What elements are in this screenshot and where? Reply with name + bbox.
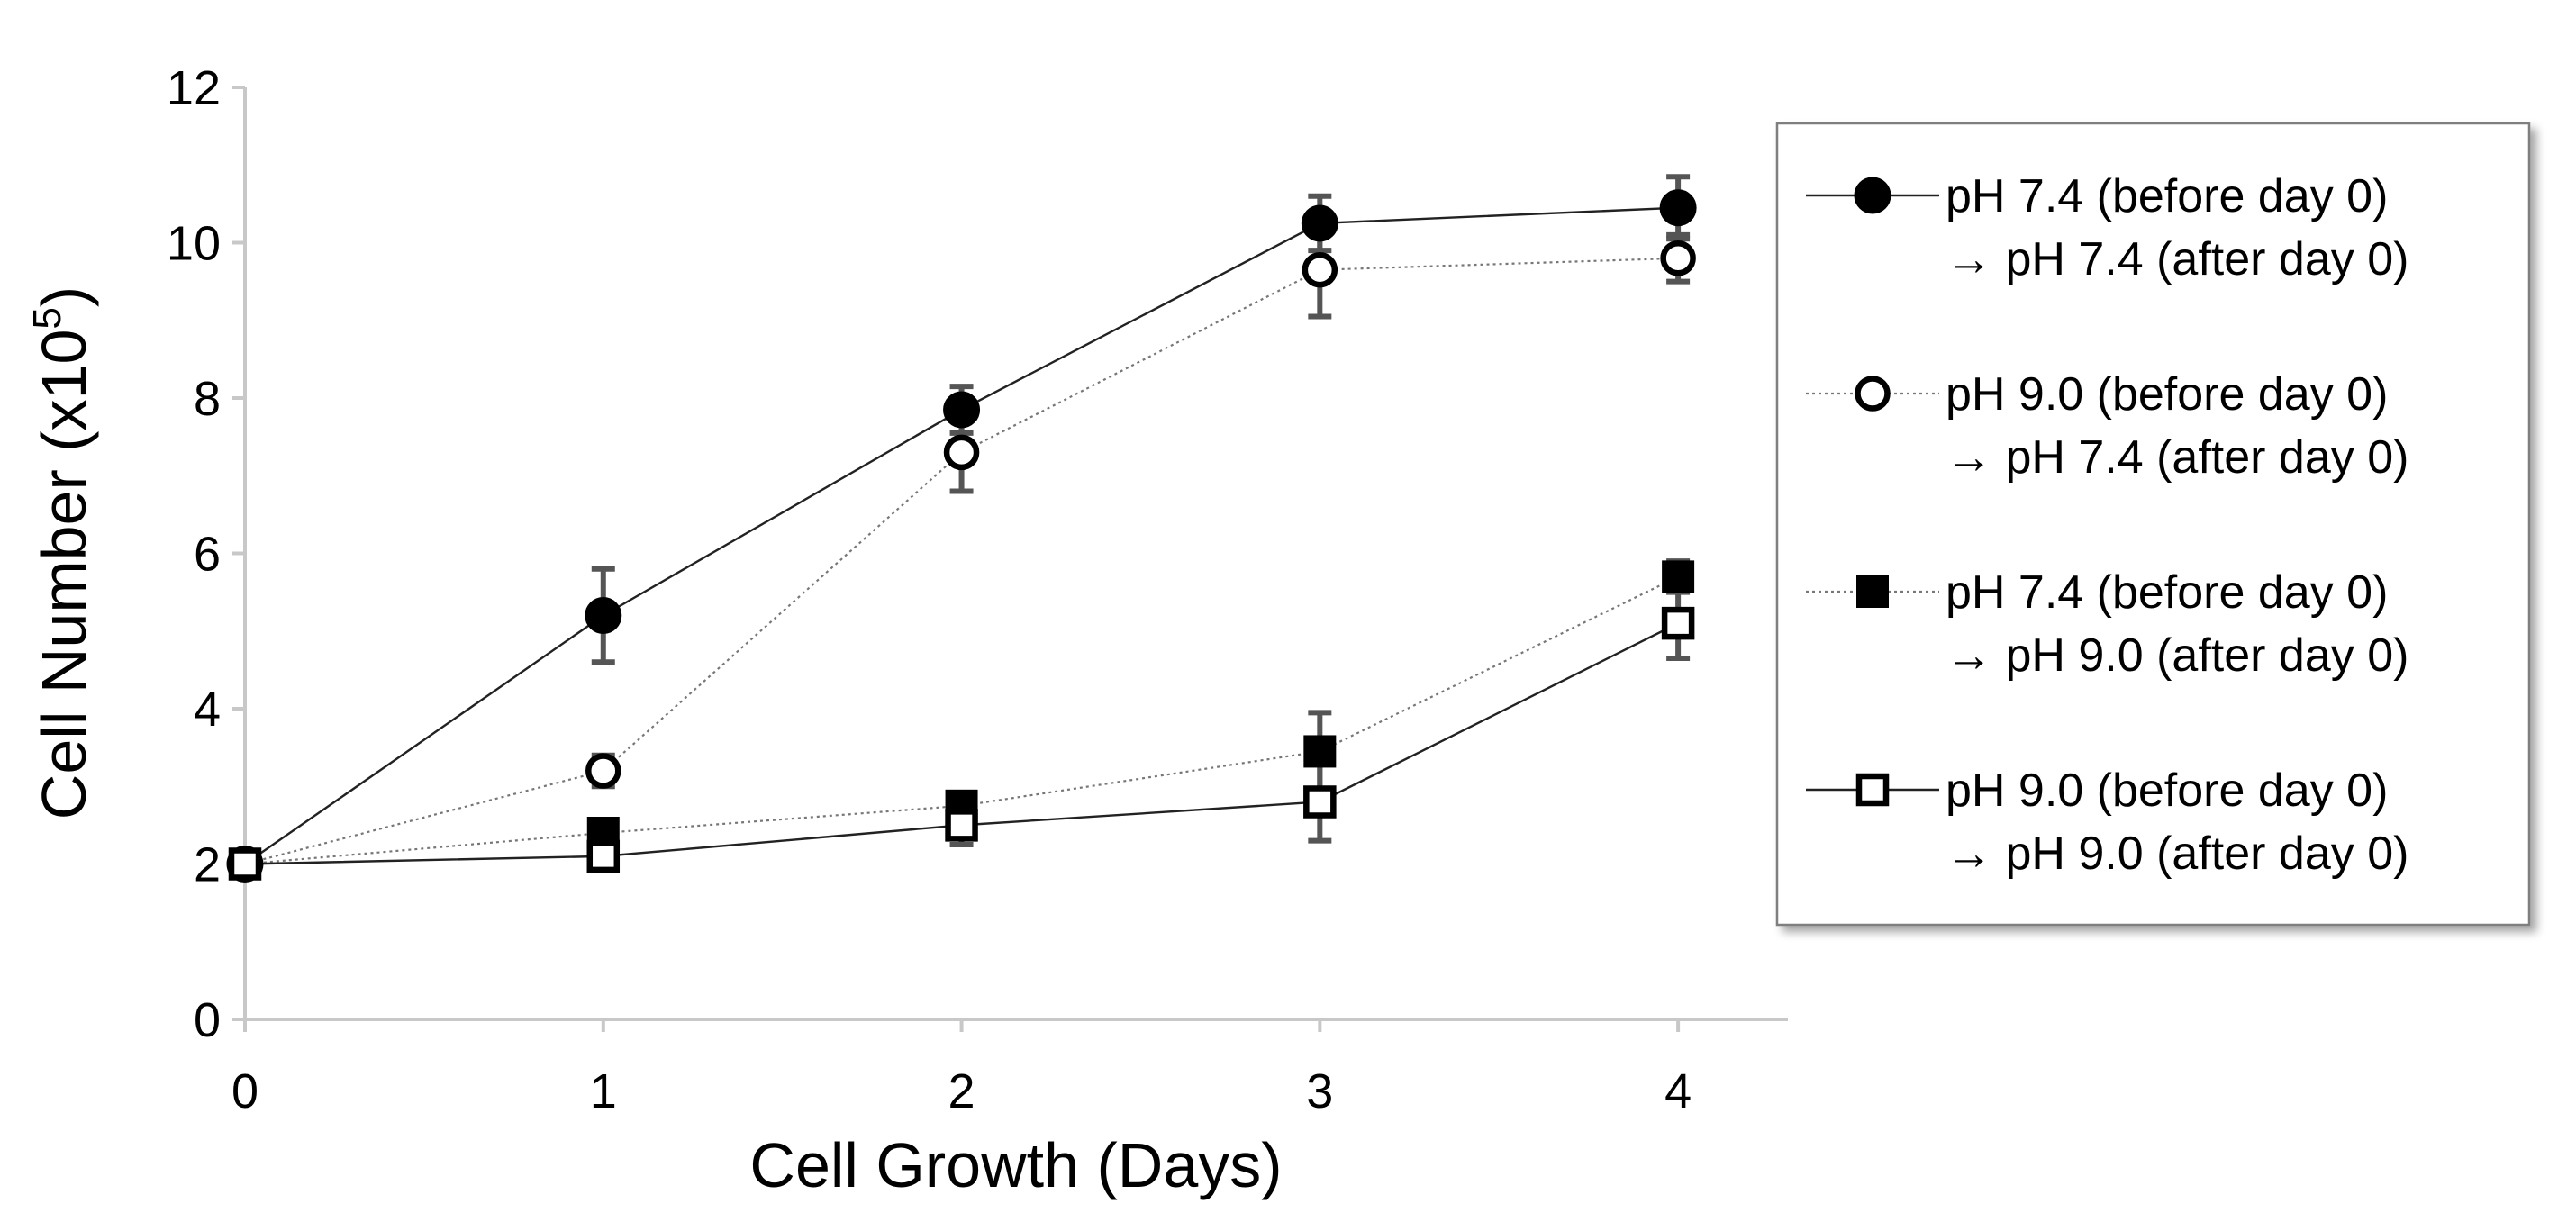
series-ph90-ph90-point <box>228 847 262 881</box>
series-markers <box>226 189 1697 883</box>
legend-box <box>1775 122 2531 927</box>
series-ph90-ph74-point <box>1660 240 1696 276</box>
y-axis-title: Cell Number (x105) <box>25 286 99 819</box>
y-tick-label: 12 <box>167 61 221 115</box>
legend-label-line2: → pH 7.4 (after day 0) <box>1946 431 2408 484</box>
y-axis-title-exponent: 5 <box>25 307 69 329</box>
y-tick-label: 2 <box>194 838 221 892</box>
series-ph74-ph90-point <box>1303 735 1337 768</box>
y-axis-title-main: Cell Number (x10 <box>29 330 99 820</box>
x-tick-label: 1 <box>590 1064 617 1118</box>
legend-entry: pH 9.0 (before day 0) → pH 7.4 (after day… <box>1806 368 2408 484</box>
series-ph90-ph74-point <box>1302 251 1338 288</box>
series-ph90-ph74-point <box>943 434 980 471</box>
y-axis-title-close: ) <box>29 286 99 307</box>
error-bars <box>591 174 1691 867</box>
series-ph90-ph90-point <box>586 839 621 873</box>
x-tick-label: 3 <box>1306 1064 1333 1118</box>
legend-marker <box>1855 773 1890 807</box>
legend-label-line2: → pH 9.0 (after day 0) <box>1946 828 2408 880</box>
series-ph90-ph90-point <box>1303 785 1337 819</box>
series-ph74-ph74-point <box>943 391 981 429</box>
series-ph74-ph74-point <box>1659 189 1697 227</box>
legend-label-line1: pH 7.4 (before day 0) <box>1946 566 2388 619</box>
legend-entry: pH 7.4 (before day 0) → pH 9.0 (after day… <box>1806 566 2408 682</box>
series-ph90-ph90-point <box>1661 606 1695 640</box>
y-tick-label: 0 <box>194 993 221 1047</box>
y-tick-label: 6 <box>194 528 221 582</box>
legend-label-line2: → pH 9.0 (after day 0) <box>1946 629 2408 682</box>
series-ph74-ph74-line <box>244 206 1679 865</box>
series-lines <box>244 206 1679 865</box>
legend-label-line1: pH 9.0 (before day 0) <box>1946 368 2388 421</box>
x-tick-label: 4 <box>1664 1064 1692 1118</box>
series-ph90-ph74-point <box>585 753 621 789</box>
series-ph74-ph74-point <box>585 597 622 634</box>
x-axis-title: Cell Growth (Days) <box>749 1130 1282 1200</box>
y-tick-label: 10 <box>167 217 221 271</box>
x-tick-label: 0 <box>231 1064 259 1118</box>
legend-marker <box>1856 575 1889 608</box>
series-ph90-ph90-point <box>945 809 978 842</box>
legend: pH 7.4 (before day 0) → pH 7.4 (after day… <box>1775 122 2531 927</box>
legend-label-line1: pH 7.4 (before day 0) <box>1946 170 2388 222</box>
legend-label-line1: pH 9.0 (before day 0) <box>1946 765 2388 817</box>
series-ph74-ph90-point <box>1662 560 1695 593</box>
legend-label-line2: → pH 7.4 (after day 0) <box>1946 233 2408 285</box>
series-ph90-ph74-line <box>244 257 1679 865</box>
legend-entry: pH 9.0 (before day 0) → pH 9.0 (after day… <box>1806 765 2408 880</box>
legend-entry: pH 7.4 (before day 0) → pH 7.4 (after day… <box>1806 170 2408 285</box>
legend-marker <box>1855 376 1891 412</box>
legend-marker <box>1854 177 1891 214</box>
series-ph74-ph74-point <box>1301 204 1338 242</box>
y-tick-label: 4 <box>194 683 221 737</box>
x-tick-label: 2 <box>948 1064 975 1118</box>
y-tick-label: 8 <box>194 372 221 426</box>
